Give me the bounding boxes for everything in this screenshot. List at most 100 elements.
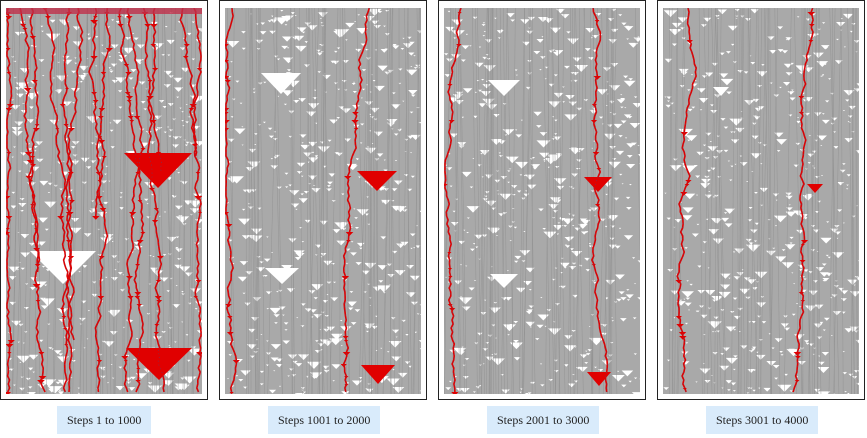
small-white-triangle	[563, 65, 570, 69]
texture-streak	[368, 8, 373, 394]
small-white-triangle	[528, 305, 535, 309]
small-white-triangle	[732, 390, 736, 392]
small-white-triangle	[402, 37, 405, 40]
small-white-triangle	[704, 380, 711, 384]
small-white-triangle	[281, 90, 294, 97]
small-white-triangle	[465, 33, 468, 36]
small-white-triangle	[624, 107, 627, 109]
texture-streak	[290, 8, 293, 394]
small-white-triangle	[376, 153, 384, 157]
small-white-triangle	[512, 208, 515, 210]
small-white-triangle	[330, 333, 343, 340]
small-white-triangle	[782, 81, 791, 86]
small-white-triangle	[682, 75, 686, 78]
small-white-triangle	[709, 141, 712, 143]
small-white-triangle	[842, 163, 846, 165]
small-white-triangle	[623, 26, 634, 31]
small-white-triangle	[228, 354, 233, 357]
small-white-triangle	[304, 64, 310, 68]
small-white-triangle	[286, 47, 290, 49]
small-white-triangle	[844, 138, 853, 143]
small-white-triangle	[544, 78, 547, 80]
small-white-triangle	[300, 175, 304, 178]
small-white-triangle	[625, 294, 634, 299]
small-white-triangle	[386, 378, 401, 386]
small-white-triangle	[563, 225, 568, 228]
small-white-triangle	[720, 284, 731, 290]
small-white-triangle	[495, 234, 499, 237]
texture-streak	[90, 8, 93, 394]
small-white-triangle	[27, 386, 33, 389]
small-white-triangle	[615, 150, 625, 156]
small-white-triangle	[47, 182, 53, 186]
small-white-triangle	[226, 378, 230, 380]
small-white-triangle	[539, 152, 550, 158]
small-white-triangle	[346, 301, 357, 307]
small-white-triangle	[847, 393, 850, 394]
small-white-triangle	[391, 92, 396, 95]
texture-streak	[248, 8, 256, 394]
small-white-triangle	[175, 248, 183, 253]
small-white-triangle	[720, 217, 730, 223]
small-white-triangle	[270, 357, 279, 362]
texture-streak	[46, 8, 57, 394]
small-white-triangle	[150, 193, 155, 196]
small-white-triangle	[669, 329, 674, 332]
small-white-triangle	[576, 159, 582, 163]
small-white-triangle	[708, 191, 711, 193]
small-white-triangle	[631, 392, 640, 394]
small-white-triangle	[720, 273, 731, 279]
small-white-triangle	[40, 305, 49, 310]
small-white-triangle	[754, 222, 760, 225]
small-white-triangle	[108, 180, 111, 182]
small-white-triangle	[141, 59, 144, 61]
small-white-triangle	[667, 100, 670, 102]
small-white-triangle	[785, 192, 792, 196]
small-white-triangle	[752, 389, 756, 392]
small-white-triangle	[78, 317, 86, 322]
small-white-triangle	[608, 39, 618, 44]
small-white-triangle	[293, 100, 300, 104]
small-white-triangle	[738, 331, 742, 333]
small-white-triangle	[732, 368, 736, 371]
small-white-triangle	[292, 360, 298, 364]
small-white-triangle	[571, 173, 579, 177]
small-white-triangle	[466, 231, 469, 234]
small-white-triangle	[276, 291, 279, 293]
small-white-triangle	[477, 164, 482, 167]
texture-streak	[164, 8, 173, 394]
texture-streak	[54, 8, 60, 394]
small-white-triangle	[360, 43, 366, 46]
small-white-triangle	[730, 139, 740, 144]
small-white-triangle	[163, 131, 167, 134]
small-white-triangle	[677, 17, 688, 23]
texture-streak	[703, 8, 710, 394]
panel-1-pattern	[6, 8, 202, 394]
texture-streak	[489, 8, 494, 394]
small-white-triangle	[266, 340, 269, 342]
small-white-triangle	[301, 31, 306, 34]
small-white-triangle	[621, 22, 627, 26]
small-white-triangle	[789, 390, 793, 393]
small-white-triangle	[239, 261, 249, 266]
texture-streak	[451, 8, 461, 394]
small-white-triangle	[110, 44, 119, 49]
red-boundary-line	[6, 8, 13, 393]
small-white-triangle	[725, 326, 737, 332]
small-white-triangle	[835, 60, 843, 65]
small-white-triangle	[551, 138, 556, 140]
texture-streak	[368, 8, 372, 394]
small-white-triangle	[416, 30, 421, 34]
small-white-triangle	[540, 56, 546, 59]
cells-background	[444, 8, 640, 394]
small-white-triangle	[185, 141, 190, 144]
small-white-triangle	[143, 108, 148, 111]
small-white-triangle	[408, 52, 415, 56]
small-white-triangle	[733, 329, 737, 331]
small-white-triangle	[242, 292, 246, 295]
small-white-triangle	[842, 110, 845, 112]
small-white-triangle	[361, 69, 367, 72]
small-white-triangle	[818, 361, 825, 366]
small-white-triangle	[789, 97, 796, 101]
small-white-triangle	[230, 61, 233, 63]
